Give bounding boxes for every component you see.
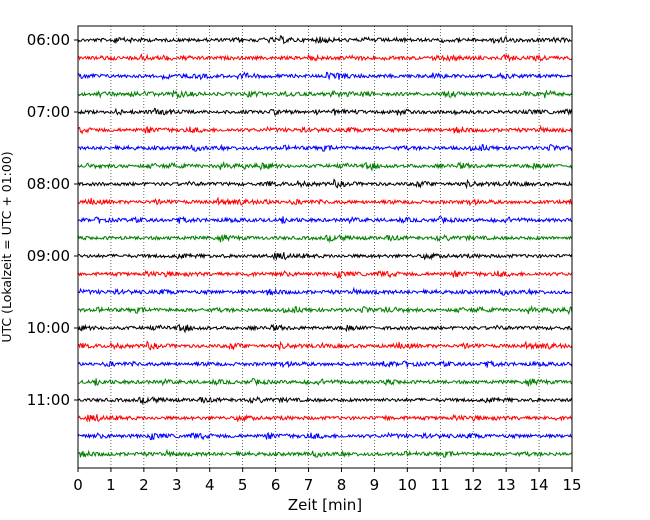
x-tick-label: 11 (431, 476, 450, 494)
x-tick-label: 8 (337, 476, 347, 494)
seismic-trace (77, 53, 573, 63)
x-tick-label: 9 (370, 476, 380, 494)
y-tick-label: 06:00 (27, 31, 70, 49)
seismic-trace (77, 178, 573, 190)
y-tick-label: 08:00 (27, 175, 70, 193)
seismic-trace (77, 233, 573, 244)
seismic-trace (77, 196, 573, 207)
seismic-trace (77, 35, 573, 45)
seismic-trace (77, 359, 573, 369)
y-tick-label: 07:00 (27, 103, 70, 121)
seismic-trace (77, 215, 573, 225)
seismic-trace (77, 431, 573, 441)
x-tick-label: 4 (205, 476, 215, 494)
plot-frame (77, 25, 573, 469)
x-tick-label: 14 (530, 476, 549, 494)
x-tick-label: 7 (304, 476, 314, 494)
seismic-trace (77, 323, 573, 334)
y-axis-ticks: 06:00 07:00 08:00 09:00 10:00 11:00 (27, 31, 78, 409)
seismic-trace (77, 304, 573, 315)
x-axis-ticks: 0 1 2 3 4 5 6 7 8 9 10 11 12 13 14 15 (73, 468, 582, 494)
x-tick-label: 2 (139, 476, 149, 494)
x-tick-label: 1 (106, 476, 116, 494)
seismic-trace (77, 340, 573, 352)
x-tick-label: 13 (497, 476, 516, 494)
x-tick-label: 5 (238, 476, 248, 494)
x-tick-label: 10 (398, 476, 417, 494)
x-tick-label: 12 (464, 476, 483, 494)
seismic-trace (77, 377, 573, 387)
x-tick-label: 6 (271, 476, 281, 494)
y-axis-label: UTC (Lokalzeit = UTC + 01:00) (0, 151, 14, 342)
seismic-trace (77, 286, 573, 297)
seismic-trace (77, 124, 573, 135)
seismic-trace (77, 160, 573, 172)
y-tick-label: 10:00 (27, 319, 70, 337)
seismic-trace (77, 252, 573, 261)
y-tick-label: 11:00 (27, 391, 70, 409)
x-tick-label: 15 (562, 476, 581, 494)
x-tick-label: 3 (172, 476, 182, 494)
seismic-traces (77, 35, 573, 459)
seismic-trace (77, 413, 573, 423)
y-tick-label: 09:00 (27, 247, 70, 265)
seismic-trace (77, 269, 573, 279)
x-tick-label: 0 (73, 476, 83, 494)
seismic-trace (77, 89, 573, 100)
seismic-trace (77, 107, 573, 117)
seismic-trace (77, 71, 573, 81)
x-axis-label: Zeit [min] (288, 496, 362, 514)
seismic-trace (77, 448, 573, 459)
seismic-trace (77, 395, 573, 406)
seismic-trace (77, 143, 573, 152)
